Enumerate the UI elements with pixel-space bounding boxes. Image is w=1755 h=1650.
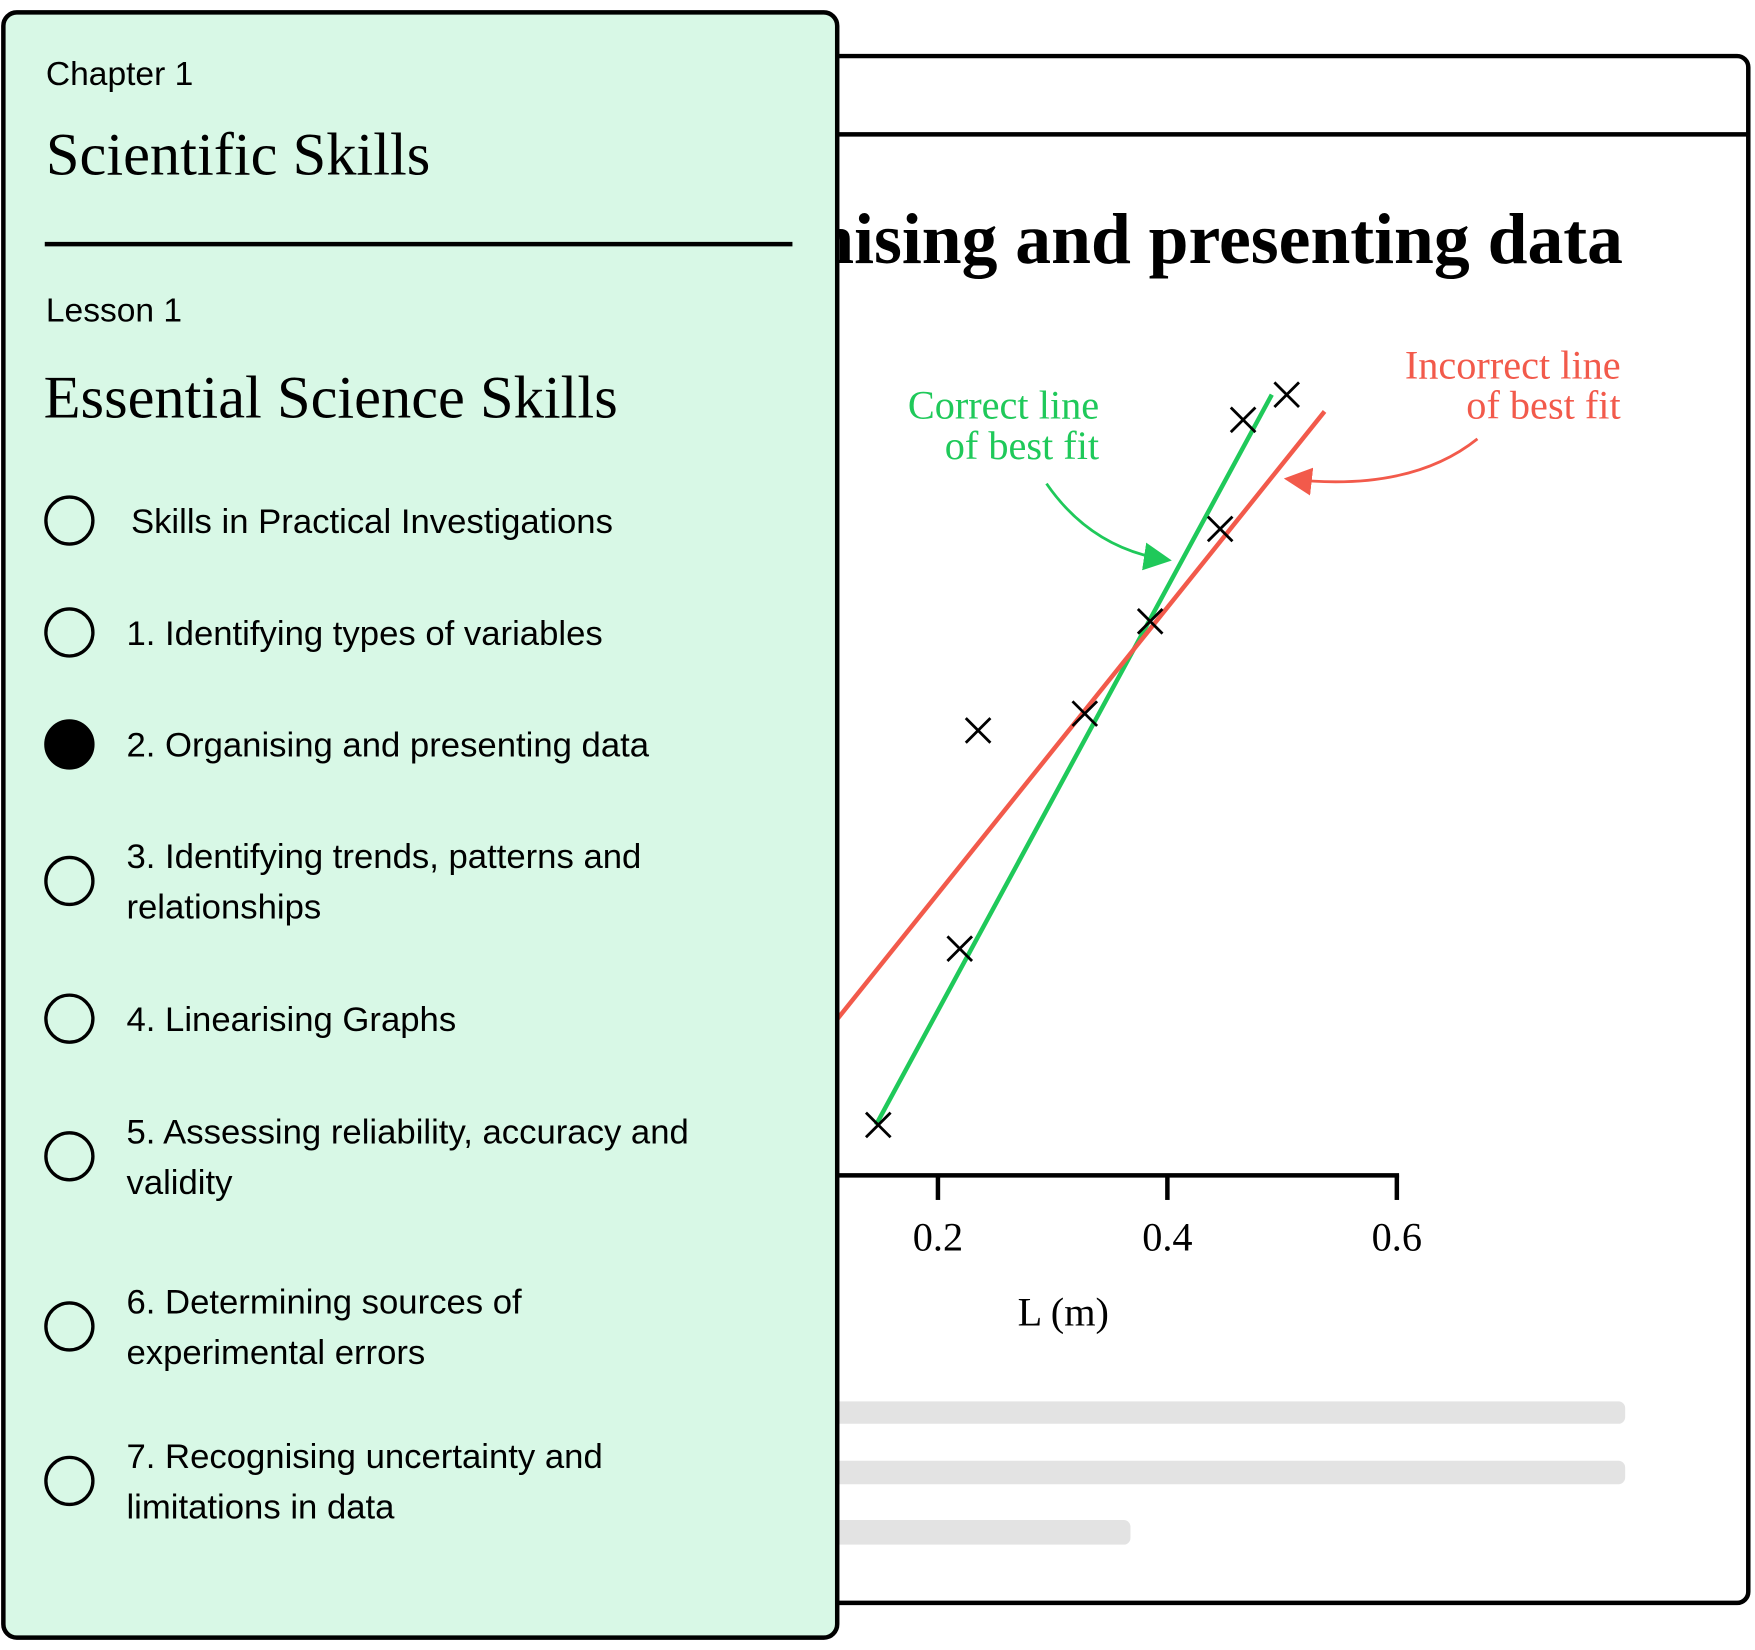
- status-indicator: [44, 855, 95, 907]
- data-point: [946, 935, 974, 962]
- topic-item[interactable]: Skills in Practical Investigations: [44, 495, 613, 546]
- lesson-label: Lesson 1: [46, 292, 182, 329]
- topic-label: 6. Determining sources of: [126, 1284, 522, 1322]
- chapter-label: Chapter 1: [46, 56, 193, 93]
- chapter-title: Scientific Skills: [46, 122, 430, 189]
- topic-label: 1. Identifying types of variables: [126, 615, 602, 653]
- topic-label: Skills in Practical Investigations: [131, 503, 613, 541]
- data-point: [1136, 607, 1164, 635]
- annotation: of best fit: [945, 423, 1099, 468]
- topic-item[interactable]: 4. Linearising Graphs: [44, 993, 456, 1044]
- text-placeholder: [783, 1460, 1626, 1485]
- data-point: [964, 717, 992, 744]
- sidebar-frame: [1, 10, 840, 1640]
- data-point: [864, 1111, 892, 1139]
- text-placeholder: [783, 1520, 1131, 1545]
- status-indicator: [44, 495, 95, 546]
- topic-item[interactable]: 5. Assessing reliability, accuracy and va…: [44, 1113, 689, 1202]
- annotation-arrow: [1045, 482, 1172, 571]
- data-point: [1229, 406, 1257, 434]
- window-frame: [781, 53, 1751, 1606]
- x-tick-label: 0.4: [1142, 1214, 1192, 1259]
- data-point: [1273, 381, 1301, 408]
- topic-item[interactable]: 1. Identifying types of variables: [44, 607, 603, 658]
- topic-label: 7. Recognising uncertainty and: [126, 1438, 602, 1476]
- annotation: of best fit: [1466, 383, 1620, 428]
- topic-label: limitations in data: [126, 1488, 395, 1526]
- status-indicator: [44, 993, 95, 1044]
- x-axis-label: L (m): [1018, 1289, 1109, 1334]
- topic-list: Skills in Practical Investigations 1. Ide…: [44, 495, 689, 1526]
- annotation-arrow: [1283, 437, 1479, 496]
- topic-item[interactable]: 7. Recognising uncertainty and limitation…: [44, 1438, 603, 1526]
- data-point: [1206, 515, 1234, 543]
- fit-line: [764, 410, 1327, 1110]
- topic-item[interactable]: 2. Organising and presenting data: [44, 719, 650, 770]
- status-indicator: [44, 1131, 95, 1182]
- topic-label: experimental errors: [126, 1334, 425, 1372]
- topic-item[interactable]: 3. Identifying trends, patterns and relat…: [44, 838, 641, 926]
- status-indicator: [44, 719, 95, 770]
- topic-label: 4. Linearising Graphs: [126, 1001, 456, 1039]
- status-indicator: [44, 1301, 95, 1352]
- text-placeholder: [783, 1401, 1626, 1424]
- topic-item[interactable]: 6. Determining sources of experimental er…: [44, 1284, 522, 1372]
- annotation: Incorrect line: [1405, 342, 1621, 387]
- annotation: Correct line: [908, 383, 1099, 428]
- x-tick-label: 0.2: [913, 1214, 963, 1259]
- topic-label: 5. Assessing reliability, accuracy and: [126, 1113, 688, 1151]
- fit-line: [874, 393, 1274, 1127]
- status-indicator: [44, 1455, 95, 1507]
- status-indicator: [44, 607, 95, 658]
- lesson-title: Essential Science Skills: [44, 365, 618, 432]
- data-point: [1071, 700, 1099, 727]
- topic-label: validity: [126, 1164, 233, 1202]
- lesson-sidebar: Chapter 1 Scientific Skills Lesson 1 Ess…: [1, 10, 840, 1640]
- x-tick-label: 0.6: [1372, 1214, 1422, 1259]
- topic-label: 2. Organising and presenting data: [126, 727, 649, 765]
- lesson-window: Organising and presenting data 0.2 0.4 0.6…: [655, 53, 1751, 1606]
- topic-label: relationships: [126, 888, 321, 926]
- topic-label: 3. Identifying trends, patterns and: [126, 838, 641, 876]
